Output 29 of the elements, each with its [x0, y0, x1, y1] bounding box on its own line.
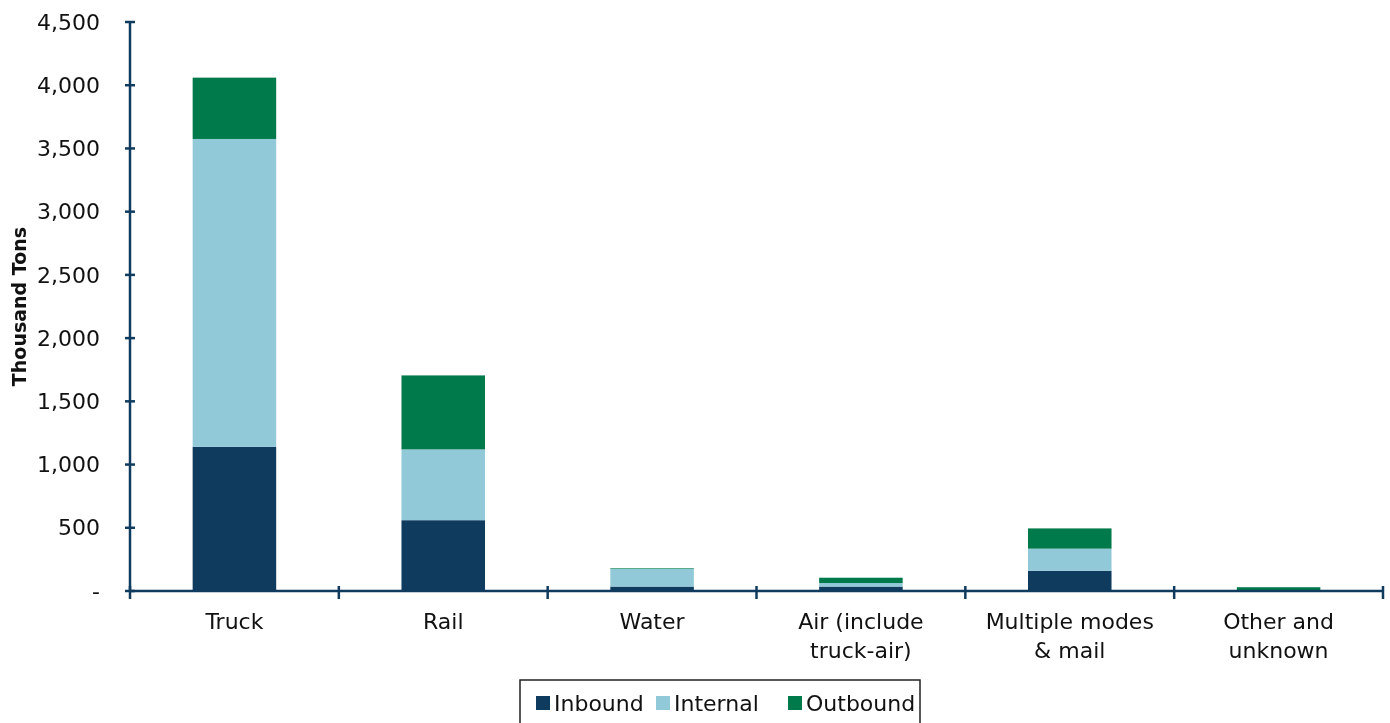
x-tick-label: Other and unknown	[1223, 609, 1335, 663]
y-tick-label: 3,000	[37, 199, 100, 225]
legend-label: Inbound	[554, 690, 644, 716]
y-tick-label: 3,500	[37, 136, 100, 162]
x-tick-label: Water	[619, 609, 686, 634]
bar	[610, 568, 694, 587]
y-tick-label: 2,000	[37, 325, 100, 351]
y-tick-label: 4,500	[37, 9, 100, 35]
legend-label: Outbound	[806, 690, 916, 716]
y-tick-label: 500	[58, 515, 100, 541]
bar	[1027, 528, 1112, 549]
bar	[819, 583, 903, 587]
x-tick-label: Multiple modes & mail	[985, 609, 1154, 663]
bar	[819, 577, 903, 584]
bar	[401, 449, 486, 521]
bar	[192, 77, 277, 139]
bar	[1027, 548, 1112, 571]
y-tick-label: -	[92, 578, 100, 604]
y-tick-label: 2,500	[37, 262, 100, 288]
bar	[192, 138, 277, 447]
x-tick-label: Truck	[204, 609, 264, 634]
x-tick-label: Air (include truck-air)	[798, 609, 924, 663]
y-axis-title: Thousand Tons	[8, 226, 30, 387]
y-tick-label: 1,000	[37, 452, 100, 478]
legend-label: Internal	[674, 690, 759, 716]
y-tick-label: 1,500	[37, 389, 100, 415]
x-tick-label: Rail	[422, 609, 464, 634]
y-tick-label: 4,000	[37, 72, 100, 98]
bar	[401, 375, 486, 450]
